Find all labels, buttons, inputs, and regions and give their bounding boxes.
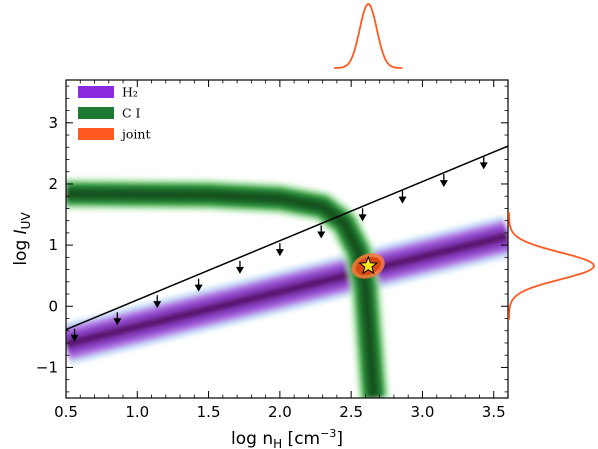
upper-limit-arrow-head	[70, 334, 79, 342]
upper-limit-arrow	[275, 243, 284, 257]
x-tick-label: 2.0	[268, 403, 292, 421]
upper-limit-arrow-head	[275, 249, 284, 257]
plot-frame	[65, 79, 509, 399]
marginal-x-curve	[334, 3, 403, 69]
upper-limit-arrow-head	[358, 214, 367, 222]
legend-swatch	[78, 107, 114, 119]
upper-limit-arrow	[358, 208, 367, 222]
h2-band	[66, 215, 508, 365]
x-tick-label: 1.5	[197, 403, 221, 421]
upper-limit-arrow-head	[479, 162, 488, 170]
y-axis-label: log IUV	[11, 212, 33, 266]
upper-limit-arrow-head	[153, 301, 162, 309]
y-tick-label: 1	[48, 236, 58, 254]
y-axis-label-group: log IUV	[11, 212, 33, 266]
upper-limit-arrow-head	[317, 231, 326, 239]
legend-swatch	[78, 86, 114, 98]
upper-limit-arrow-head	[235, 266, 244, 274]
upper-limit-line	[66, 145, 508, 331]
upper-limit-arrow	[113, 312, 122, 326]
best-fit-star	[358, 255, 379, 275]
plot-root: 0.5 1.0 1.5 2.0 2.5 3.0 3.5 −1 0 1 2 3 log nH [cm−3]…	[11, 3, 595, 449]
upper-limit-arrow-head	[113, 318, 122, 326]
y-tick-label: −1	[36, 358, 58, 376]
y-tick-label: 0	[48, 297, 58, 315]
upper-limit-arrow-head	[194, 284, 203, 292]
marginal-y-curve	[508, 212, 595, 320]
legend: H₂ C I joint	[78, 85, 150, 142]
data-layer	[66, 145, 508, 398]
x-axis-label: log nH [cm−3]	[231, 427, 343, 449]
legend-label: joint	[120, 127, 150, 142]
legend-label: H₂	[122, 85, 138, 100]
upper-limit-arrow	[235, 260, 244, 274]
y-tick-label: 3	[48, 114, 58, 132]
x-tick-label: 3.0	[411, 403, 435, 421]
y-tick-label: 2	[48, 175, 58, 193]
upper-limit-arrow	[153, 295, 162, 309]
h2-band-core	[66, 231, 508, 349]
x-tick-label: 0.5	[54, 403, 78, 421]
upper-limit-arrow	[194, 278, 203, 292]
x-tick-label: 2.5	[339, 403, 363, 421]
upper-limit-arrow-head	[439, 180, 448, 188]
upper-limit-arrow	[439, 174, 448, 188]
legend-swatch	[78, 128, 114, 140]
upper-limit-arrow-head	[398, 196, 407, 204]
upper-limit-arrow	[70, 328, 79, 342]
x-tick-label: 1.0	[125, 403, 149, 421]
ci-band	[66, 177, 390, 398]
x-tick-label: 3.5	[482, 403, 506, 421]
upper-limit-arrow	[317, 225, 326, 239]
upper-limit-arrow	[479, 156, 488, 170]
upper-limit-arrow	[398, 190, 407, 204]
ci-band-core	[66, 190, 377, 398]
legend-label: C I	[122, 106, 141, 121]
